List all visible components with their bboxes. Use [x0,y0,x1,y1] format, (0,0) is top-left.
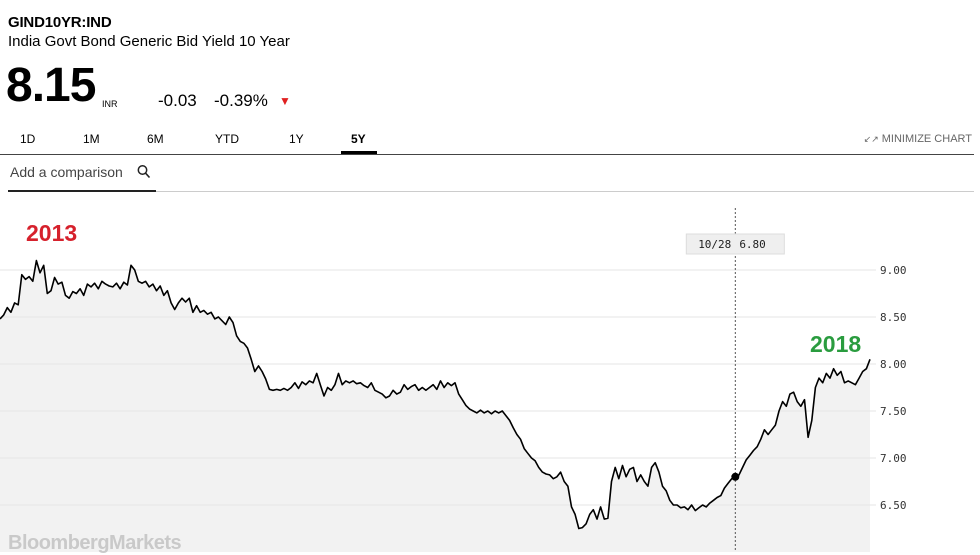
minimize-chart-button[interactable]: ↙↗ MINIMIZE CHART [864,133,972,145]
y-tick-label: 9.00 [880,264,907,277]
down-triangle-icon: ▼ [279,94,291,108]
comparison-underline [8,190,156,192]
active-tab-indicator [341,151,377,154]
tab-5y[interactable]: 5Y [351,132,366,146]
tab-1m[interactable]: 1M [83,132,100,146]
tab-6m[interactable]: 6M [147,132,164,146]
last-price: 8.15 [6,59,96,112]
crosshair-marker [731,472,740,481]
y-tick-label: 8.50 [880,311,907,324]
ticker-symbol: GIND10YR:IND [8,14,112,31]
area-fill [0,260,870,552]
y-tick-label: 6.50 [880,499,907,512]
y-tick-label: 7.00 [880,452,907,465]
crosshair-label-box [685,233,785,255]
tab-ytd[interactable]: YTD [215,132,239,146]
y-tick-label: 8.00 [880,358,907,371]
bloomberg-watermark: BloombergMarkets [8,532,182,554]
comparison-divider [156,191,974,192]
crosshair-date: 10/28 [698,238,731,251]
add-comparison-input[interactable]: Add a comparison [10,164,123,180]
currency-label: INR [102,99,118,109]
minimize-icon: ↙↗ [863,134,879,144]
search-icon[interactable] [137,164,151,180]
annotation-2013: 2013 [26,220,77,246]
instrument-description: India Govt Bond Generic Bid Yield 10 Yea… [8,33,290,50]
price-change: -0.03 [158,91,197,110]
crosshair-value: 6.80 [739,238,766,251]
minimize-label: MINIMIZE CHART [881,133,972,145]
price-change-percent: -0.39% [214,91,268,110]
tab-1d[interactable]: 1D [20,132,36,146]
time-range-tabs: 1D 1M 6M YTD 1Y 5Y [0,128,974,155]
annotation-2018: 2018 [810,331,861,357]
y-tick-label: 7.50 [880,405,907,418]
yield-series-line [0,259,871,530]
tab-1y[interactable]: 1Y [289,132,304,146]
